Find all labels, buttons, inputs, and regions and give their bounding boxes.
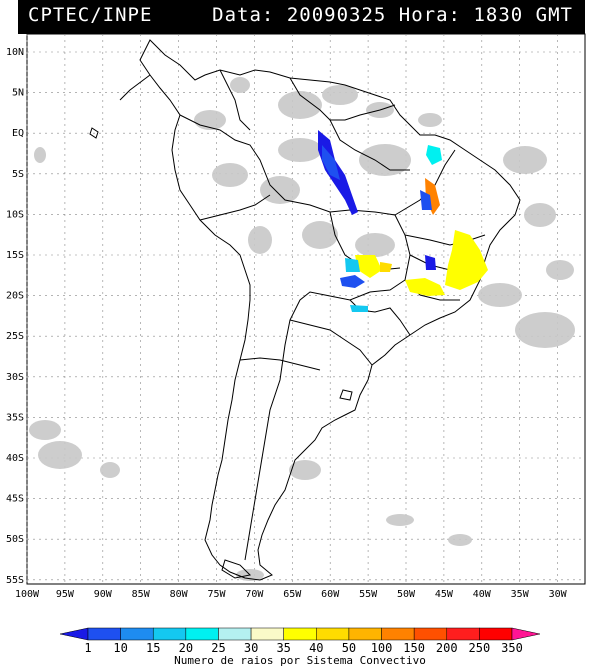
lat-tick-label: 15S	[6, 250, 24, 261]
lon-tick-label: 30W	[549, 589, 568, 600]
date-label: Data:	[212, 4, 275, 26]
lon-tick-label: 95W	[56, 589, 75, 600]
colorbar-label: 25	[211, 641, 225, 655]
colorbar-label: 250	[469, 641, 491, 655]
latitude-labels: 10N 5N EQ 5S 10S 15S 20S 25S 30S 35S 40S 45S 50S 55S	[6, 47, 24, 586]
lat-tick-label: 25S	[6, 331, 24, 342]
map-frame	[26, 33, 586, 585]
lon-tick-label: 45W	[435, 589, 454, 600]
lon-tick-label: 60W	[321, 589, 340, 600]
colorbar-swatch	[250, 627, 284, 641]
satellite-map: 10N5NEQ5S10S15S20S25S30S35S40S45S50S55S …	[6, 33, 586, 600]
colorbar-arrow-right	[511, 627, 541, 641]
colorbar-swatch	[381, 627, 415, 641]
lat-tick-label: 45S	[6, 494, 24, 505]
colorbar-label: 100	[371, 641, 393, 655]
lat-tick-label: 55S	[6, 575, 24, 586]
colorbar-label: 40	[309, 641, 323, 655]
lon-tick-label: 40W	[473, 589, 492, 600]
colorbar-label: 150	[403, 641, 425, 655]
lat-tick-label: 30S	[6, 372, 24, 383]
colorbar-arrow-left	[59, 627, 89, 641]
lat-tick-label: 10N	[6, 47, 24, 58]
colorbar-label: 200	[436, 641, 458, 655]
lat-tick-label: 40S	[6, 453, 24, 464]
colorbar-label: 350	[501, 641, 523, 655]
colorbar-swatch	[413, 627, 448, 641]
colorbar-swatches	[59, 627, 541, 641]
colorbar-swatch	[446, 627, 480, 641]
lat-tick-label: 10S	[6, 209, 24, 220]
colorbar-swatch	[120, 627, 154, 641]
lon-tick-label: 35W	[511, 589, 530, 600]
colorbar-swatch	[185, 627, 219, 641]
lat-tick-label: 50S	[6, 534, 24, 545]
time-label: Hora:	[398, 4, 461, 26]
datetime-label: Data: 20090325 Hora: 1830 GMT	[212, 4, 573, 26]
colorbar-swatch	[87, 627, 121, 641]
header-bar: CPTEC/INPE Data: 20090325 Hora: 1830 GMT	[18, 0, 585, 34]
convective-systems	[318, 130, 488, 312]
lon-tick-label: 90W	[94, 589, 113, 600]
colorbar-swatch	[348, 627, 382, 641]
lon-tick-label: 65W	[283, 589, 302, 600]
lat-tick-label: 5N	[12, 88, 24, 99]
islands	[89, 127, 353, 579]
source-label: CPTEC/INPE	[28, 4, 153, 26]
colorbar-swatch	[152, 627, 187, 641]
colorbar-labels: 1 10 15 20 25 30 35 40 50 100 150 200 250 350	[84, 641, 522, 655]
colorbar-label: 30	[244, 641, 258, 655]
lon-tick-label: 55W	[359, 589, 378, 600]
lon-tick-label: 75W	[207, 589, 226, 600]
colorbar-label: 20	[179, 641, 193, 655]
lat-tick-label: 5S	[12, 169, 24, 180]
lon-tick-label: 70W	[245, 589, 264, 600]
date-value: 20090325	[286, 4, 387, 26]
colorbar: 1 10 15 20 25 30 35 40 50 100 150 200 250 350 Numero …	[59, 627, 541, 667]
colorbar-swatch	[479, 627, 513, 641]
lon-tick-label: 80W	[170, 589, 189, 600]
lon-tick-label: 100W	[15, 589, 40, 600]
longitude-labels: 100W 95W 90W 85W 80W 75W 70W 65W 60W 55W 50W 45W 40W…	[15, 589, 568, 600]
time-value: 1830	[473, 4, 524, 26]
lat-tick-label: 20S	[6, 291, 24, 302]
timezone-value: GMT	[535, 4, 573, 26]
colorbar-swatch	[283, 627, 317, 641]
colorbar-label: 50	[342, 641, 356, 655]
lon-tick-label: 50W	[397, 589, 416, 600]
colorbar-label: 35	[276, 641, 290, 655]
colorbar-swatch	[218, 627, 252, 641]
lon-tick-label: 85W	[132, 589, 151, 600]
colorbar-title: Numero de raios por Sistema Convectivo	[174, 654, 426, 667]
colorbar-label: 15	[146, 641, 160, 655]
colorbar-label: 10	[113, 641, 127, 655]
colorbar-swatch	[316, 627, 350, 641]
lat-tick-label: EQ	[12, 128, 24, 139]
colorbar-label: 1	[84, 641, 91, 655]
lat-tick-label: 35S	[6, 412, 24, 423]
